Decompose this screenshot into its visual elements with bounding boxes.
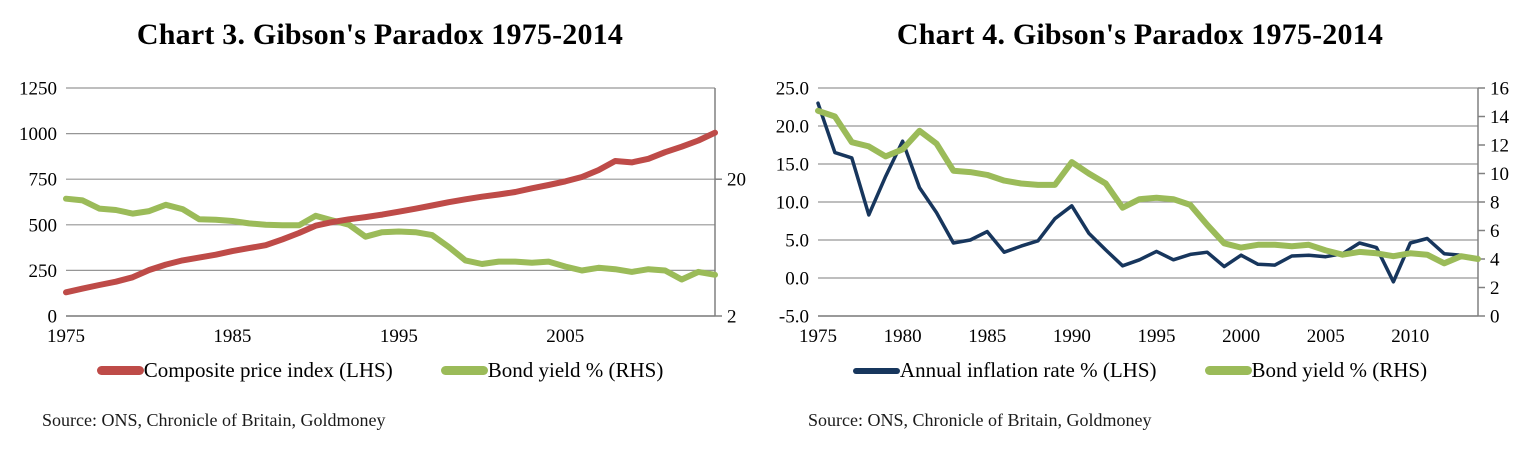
bond-yield-rhs-line [63, 195, 718, 283]
right-axis-tick-label: 16 [1490, 79, 1509, 100]
x-axis-tick-label: 2005 [546, 326, 584, 347]
left-axis-tick-label: 15.0 [776, 155, 809, 176]
chart3-source-note: Source: ONS, Chronicle of Britain, Goldm… [42, 410, 386, 430]
left-axis-tick-label: 1000 [19, 124, 57, 145]
left-axis-tick-label: 25.0 [776, 79, 809, 100]
x-axis-tick-label: 1995 [380, 326, 418, 347]
chart3-panel: Chart 3. Gibson's Paradox 1975-2014 1250… [0, 18, 760, 430]
x-axis-tick-label: 1985 [968, 326, 1006, 347]
left-axis-tick-label: 500 [29, 215, 58, 236]
legend-label-annual-inflation-rate: Annual inflation rate % (LHS) [899, 358, 1157, 382]
x-axis-tick-label: 2005 [1307, 326, 1345, 347]
chart4-legend: Annual inflation rate % (LHS) Bond yield… [760, 358, 1520, 383]
left-axis-tick-label: 250 [29, 261, 58, 282]
legend-marker-bond-yield [1204, 366, 1252, 375]
right-axis-tick-label: 0 [1490, 307, 1500, 328]
legend-label-composite-price-index: Composite price index (LHS) [143, 358, 393, 382]
x-axis-tick-label: 1990 [1053, 326, 1091, 347]
chart4-title: Chart 4. Gibson's Paradox 1975-2014 [896, 18, 1384, 51]
chart3-title: Chart 3. Gibson's Paradox 1975-2014 [136, 18, 624, 51]
left-axis-tick-label: 750 [29, 170, 58, 191]
chart4-panel: Chart 4. Gibson's Paradox 1975-2014 25.0… [760, 0, 1520, 466]
chart3-plot-area: 1250 1000 750 500 250 0 20 2 1975 1985 1995 2005 [19, 79, 746, 348]
right-axis-tick-label: 6 [1490, 221, 1500, 242]
legend-label-bond-yield: Bond yield % (RHS) [1251, 358, 1428, 382]
right-axis-tick-label: 2 [727, 307, 737, 328]
x-axis-tick-label: 1995 [1137, 326, 1175, 347]
x-axis-tick-label: 1975 [799, 326, 837, 347]
left-axis-tick-label: 0 [48, 307, 58, 328]
x-axis-tick-label: 1980 [884, 326, 922, 347]
legend-item-composite-price-index: Composite price index (LHS) [96, 358, 393, 383]
annual-inflation-rate-lhs-line [816, 101, 1480, 284]
right-axis-tick-label: 10 [1490, 164, 1509, 185]
x-axis-tick-label: 2000 [1222, 326, 1260, 347]
legend-marker-annual-inflation-rate [852, 367, 900, 374]
x-axis-tick-label: 1975 [47, 326, 85, 347]
bond-yield-rhs-line [815, 107, 1481, 267]
right-axis-tick-label: 14 [1490, 107, 1510, 128]
left-axis-tick-label: 5.0 [785, 231, 809, 252]
chart4-source-note: Source: ONS, Chronicle of Britain, Goldm… [808, 410, 1152, 430]
legend-marker-bond-yield [440, 366, 488, 375]
right-axis-tick-label: 12 [1490, 136, 1509, 157]
right-axis-tick-label: 4 [1490, 250, 1500, 271]
right-axis-tick-label: 8 [1490, 193, 1500, 214]
legend-label-bond-yield: Bond yield % (RHS) [487, 358, 664, 382]
left-axis-tick-label: -5.0 [779, 307, 809, 328]
x-axis-tick-label: 2010 [1391, 326, 1429, 347]
legend-item-bond-yield: Bond yield % (RHS) [1204, 358, 1428, 383]
composite-price-index-lhs-line [63, 129, 718, 296]
left-axis-tick-label: 1250 [19, 79, 57, 100]
chart3-legend: Composite price index (LHS) Bond yield %… [0, 358, 760, 383]
chart4-plot-area: 25.020.015.010.05.00.0-5.016141210864201… [776, 79, 1510, 348]
legend-marker-composite-price-index [96, 366, 144, 375]
legend-item-bond-yield: Bond yield % (RHS) [440, 358, 664, 383]
left-axis-tick-label: 20.0 [776, 117, 809, 138]
right-axis-tick-label: 20 [727, 170, 746, 191]
x-axis-tick-label: 1985 [213, 326, 251, 347]
left-axis-tick-label: 10.0 [776, 193, 809, 214]
left-axis-tick-label: 0.0 [785, 269, 809, 290]
right-axis-tick-label: 2 [1490, 278, 1500, 299]
legend-item-annual-inflation-rate: Annual inflation rate % (LHS) [852, 358, 1157, 383]
